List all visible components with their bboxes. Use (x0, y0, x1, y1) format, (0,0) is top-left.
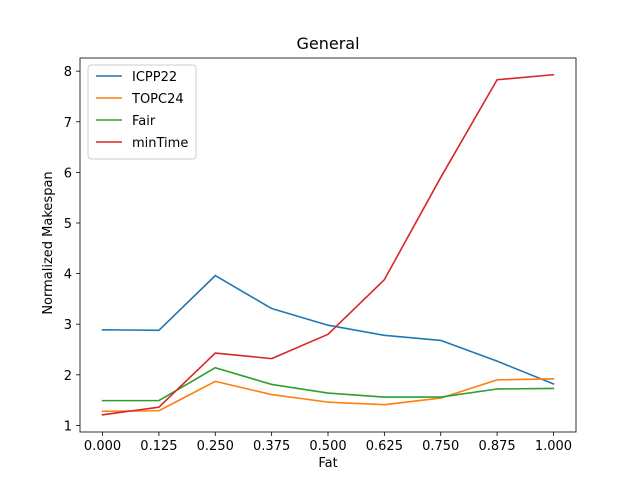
y-tick-label: 4 (64, 268, 72, 283)
legend-label-icpp22: ICPP22 (132, 70, 177, 85)
series-layer (101, 73, 555, 416)
x-tick-label: 1.000 (535, 439, 572, 454)
x-tick-label: 0.750 (422, 439, 459, 454)
legend: ICPP22 TOPC24 Fair minTime (87, 64, 197, 160)
x-tick-label: 0.125 (140, 439, 177, 454)
y-tick-label: 8 (64, 65, 72, 80)
y-tick-label: 5 (64, 217, 72, 232)
legend-box (87, 64, 197, 160)
chart-title: General (296, 34, 359, 53)
y-tick-label: 3 (64, 318, 72, 333)
y-tick-label: 2 (64, 369, 72, 384)
x-tick-label: 0.375 (253, 439, 290, 454)
series-line-mintime (101, 73, 555, 416)
x-tick-label: 0.000 (84, 439, 121, 454)
x-tick-label: 0.875 (478, 439, 515, 454)
x-tick-label: 0.500 (309, 439, 346, 454)
y-axis-label: Normalized Makespan (41, 171, 56, 314)
y-tick-label: 1 (64, 419, 72, 434)
x-axis-label: Fat (318, 456, 337, 471)
axes-layer: 0.000 0.125 0.250 0.375 0.500 0.625 0.750 0.875… (64, 57, 577, 454)
y-tick-label: 6 (64, 166, 72, 181)
series-line-icpp22 (101, 274, 555, 385)
legend-label-topc24: TOPC24 (131, 92, 184, 107)
series-line-topc24 (101, 378, 555, 413)
x-tick-label: 0.250 (197, 439, 234, 454)
legend-label-fair: Fair (132, 114, 156, 129)
x-tick-label: 0.625 (366, 439, 403, 454)
legend-label-mintime: minTime (132, 136, 188, 151)
y-tick-label: 7 (64, 116, 72, 131)
